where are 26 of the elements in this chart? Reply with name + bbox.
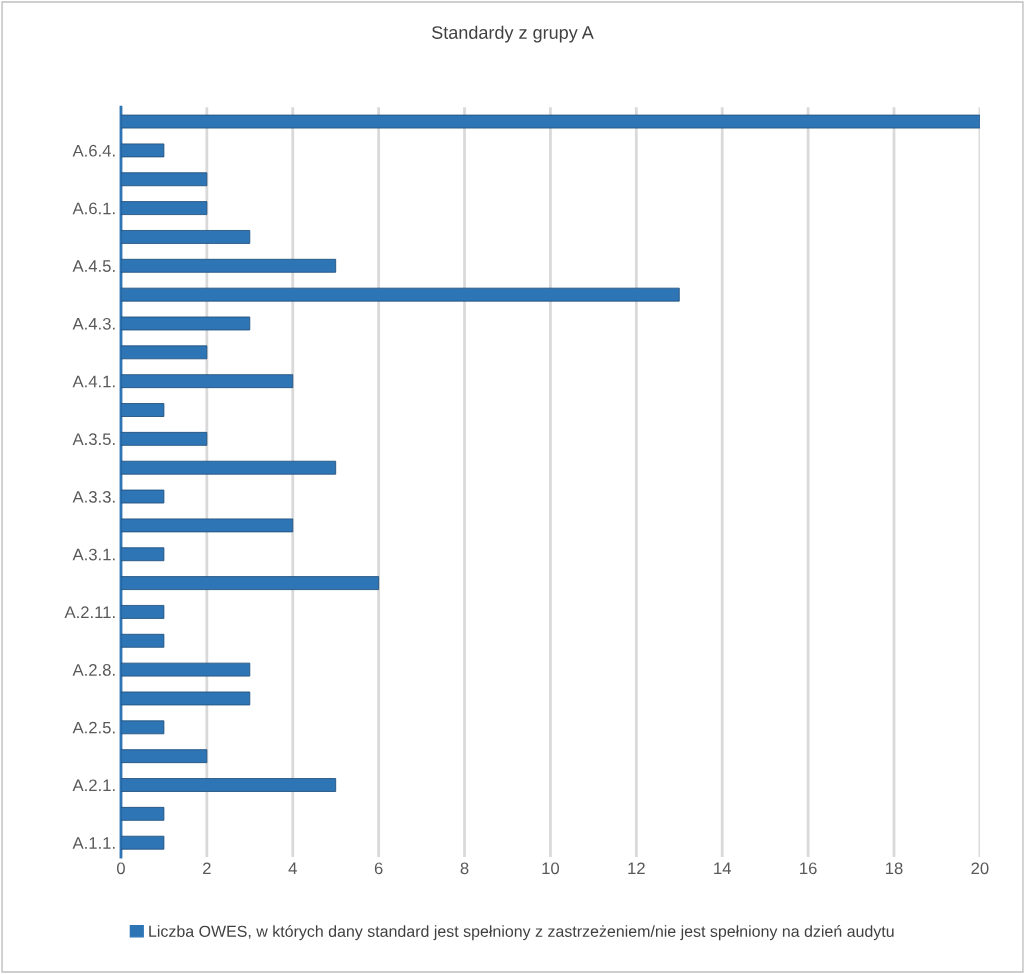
y-tick-label: A.2.1.	[72, 779, 115, 792]
x-tick-label: 18	[886, 862, 903, 875]
y-tick-label: A.2.8.	[72, 664, 115, 676]
x-tick-label: 0	[116, 862, 125, 875]
y-tick-label: A.2.5.	[72, 721, 115, 734]
x-tick-label: 6	[374, 862, 383, 875]
y-tick-label: A.4.3.	[72, 317, 115, 330]
x-tick-label: 14	[714, 862, 731, 875]
y-tick-label: A.6.1.	[72, 202, 115, 215]
x-tick-label: 16	[800, 862, 817, 875]
y-tick-label: A.3.1.	[72, 548, 115, 561]
x-tick-label: 8	[460, 862, 469, 875]
legend-label: Liczba OWES, w których dany standard jest spełniony z zastrzeżeniem/nie jest spełniony na dzień audytu	[149, 925, 894, 941]
x-tick-label: 4	[288, 862, 297, 875]
y-tick-label: A.2.11.	[64, 606, 115, 618]
x-tick-label: 10	[542, 862, 560, 875]
chart-title: Standardy z grupy A	[432, 25, 594, 43]
y-tick-label: A.6.4.	[72, 144, 115, 157]
y-tick-label: A.3.5.	[72, 433, 115, 446]
x-tick-label: 12	[628, 862, 645, 875]
x-tick-label: 20	[971, 862, 989, 875]
y-tick-label: A.4.1.	[72, 375, 115, 388]
y-tick-label: A.1.1.	[72, 837, 115, 849]
y-tick-label: A.3.3.	[72, 490, 115, 503]
x-tick-label: 2	[203, 862, 211, 875]
y-tick-label: A.4.5.	[72, 260, 115, 272]
